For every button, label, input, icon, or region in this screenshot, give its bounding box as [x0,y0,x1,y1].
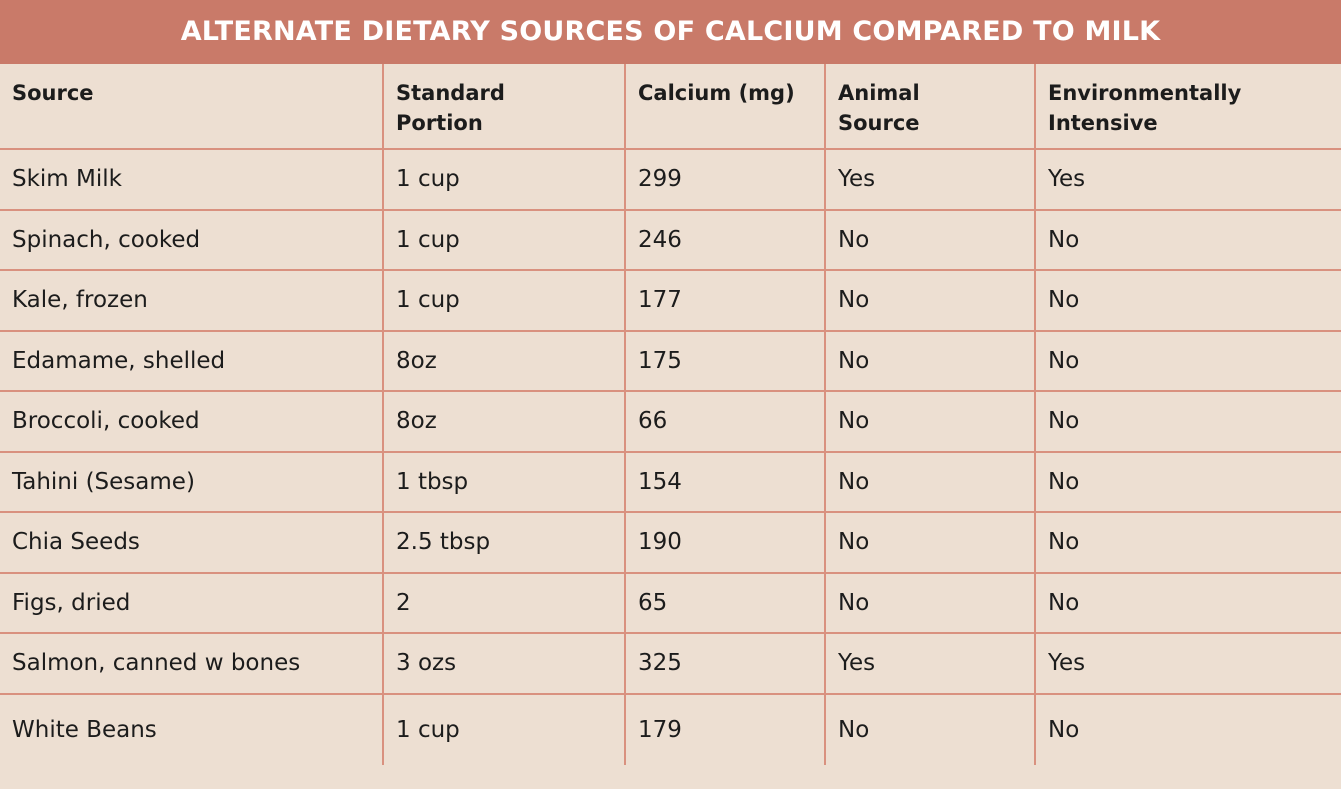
table-cell: White Beans [0,692,384,765]
header-cell: Source [0,64,384,150]
table-row: Skim Milk 1 cup 299 Yes Yes [0,148,1341,211]
table-cell: No [824,571,1036,634]
table-cell: Salmon, canned w bones [0,632,384,695]
table-row: Broccoli, cooked 8oz 66 No No [0,390,1341,453]
header-text: Environmentally Intensive [1048,81,1242,135]
table-cell: No [1034,208,1341,271]
table-cell: 2 [382,571,626,634]
table-cell: 8oz [382,329,626,392]
table-cell: 1 cup [382,692,626,765]
table-row: Tahini (Sesame) 1 tbsp 154 No No [0,450,1341,513]
table-row: Figs, dried 2 65 No No [0,571,1341,634]
header-text: Standard Portion [396,81,505,135]
table-cell: Figs, dried [0,571,384,634]
table-cell: 179 [624,692,826,765]
table-row: Edamame, shelled 8oz 175 No No [0,329,1341,392]
table-cell: 3 ozs [382,632,626,695]
table-body: Skim Milk 1 cup 299 Yes Yes Spinach, cooked 1 … [0,148,1341,765]
table-cell: No [1034,390,1341,453]
table-cell: Yes [1034,148,1341,211]
table-cell: 1 cup [382,269,626,332]
table-cell: No [824,329,1036,392]
table-cell: 1 cup [382,148,626,211]
table-cell: 175 [624,329,826,392]
table-cell: No [824,269,1036,332]
table-cell: No [1034,450,1341,513]
table-cell: 65 [624,571,826,634]
table-cell: No [1034,571,1341,634]
table-cell: 66 [624,390,826,453]
table-row: Spinach, cooked 1 cup 246 No No [0,208,1341,271]
table-cell: No [824,692,1036,765]
title-bar: ALTERNATE DIETARY SOURCES OF CALCIUM COM… [0,0,1341,64]
table-cell: Kale, frozen [0,269,384,332]
table-cell: Skim Milk [0,148,384,211]
table-row: White Beans 1 cup 179 No No [0,692,1341,765]
table-cell: Broccoli, cooked [0,390,384,453]
table-cell: No [1034,329,1341,392]
table-cell: No [824,208,1036,271]
header-row: Source Standard Portion Calcium (mg) Animal… [0,64,1341,150]
table-cell: 325 [624,632,826,695]
table-cell: Edamame, shelled [0,329,384,392]
table-cell: 190 [624,511,826,574]
header-text: Animal Source [838,81,920,135]
table-cell: 1 tbsp [382,450,626,513]
header-cell: Environmentally Intensive [1034,64,1341,150]
table-cell: 8oz [382,390,626,453]
table-cell: 2.5 tbsp [382,511,626,574]
table-row: Salmon, canned w bones 3 ozs 325 Yes Yes [0,632,1341,695]
table-cell: 1 cup [382,208,626,271]
table-cell: 154 [624,450,826,513]
table-row: Chia Seeds 2.5 tbsp 190 No No [0,511,1341,574]
table-cell: No [824,511,1036,574]
table-cell: Yes [1034,632,1341,695]
table-cell: 299 [624,148,826,211]
header-text: Calcium (mg) [638,81,795,105]
table-cell: No [824,450,1036,513]
calcium-table: Source Standard Portion Calcium (mg) Animal… [0,64,1341,765]
header-cell: Calcium (mg) [624,64,826,150]
table-cell: No [1034,269,1341,332]
table-row: Kale, frozen 1 cup 177 No No [0,269,1341,332]
table-cell: Yes [824,148,1036,211]
table-cell: No [1034,511,1341,574]
header-cell: Animal Source [824,64,1036,150]
table-cell: Yes [824,632,1036,695]
header-cell: Standard Portion [382,64,626,150]
table-cell: Spinach, cooked [0,208,384,271]
table-cell: Chia Seeds [0,511,384,574]
table-cell: No [824,390,1036,453]
table-cell: 177 [624,269,826,332]
table-cell: No [1034,692,1341,765]
table-cell: Tahini (Sesame) [0,450,384,513]
table-cell: 246 [624,208,826,271]
header-text: Source [12,81,94,105]
